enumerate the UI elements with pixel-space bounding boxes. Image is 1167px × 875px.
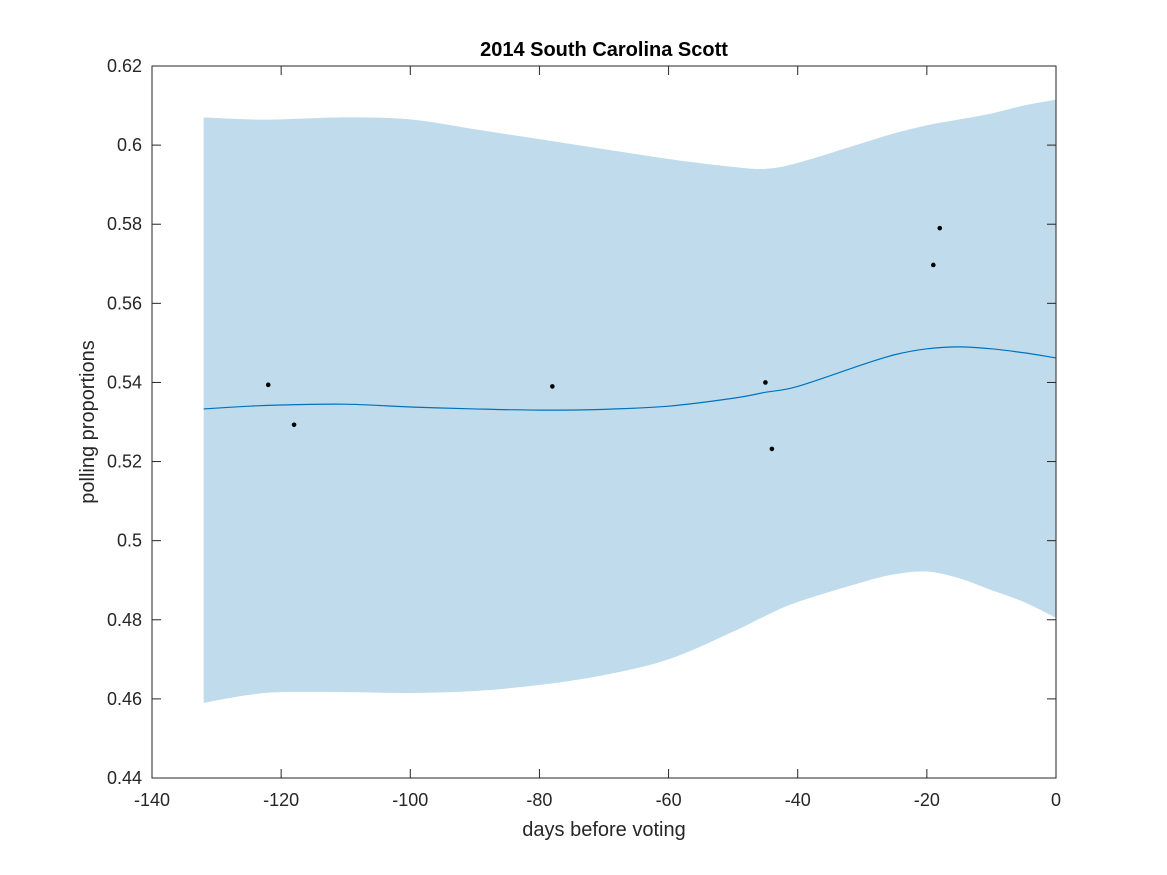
poll-point (265, 382, 271, 388)
confidence-band (203, 99, 1056, 703)
x-axis-label: days before voting (522, 819, 685, 841)
y-tick-label: 0.46 (107, 689, 142, 709)
axes-frame (151, 65, 1057, 779)
y-tick-label: 0.62 (107, 56, 142, 76)
axes-box (151, 65, 1057, 779)
poll-point (291, 422, 297, 428)
x-tick-label: -140 (134, 790, 170, 810)
poll-point (769, 446, 775, 452)
x-tick-label: -80 (526, 790, 552, 810)
y-tick-label: 0.6 (117, 135, 142, 155)
y-axis-ticks: 0.44 0.46 0.48 0.5 0.52 0.54 0.56 0.58 0.6 0.62 (107, 56, 1056, 788)
y-tick-label: 0.54 (107, 372, 142, 392)
y-axis-label: polling proportions (77, 340, 99, 503)
poll-point (937, 225, 943, 231)
y-tick-label: 0.56 (107, 293, 142, 313)
poll-points-layer (265, 225, 943, 452)
x-tick-label: -60 (656, 790, 682, 810)
chart-title: 2014 South Carolina Scott (480, 39, 728, 61)
x-tick-label: -120 (263, 790, 299, 810)
y-tick-label: 0.5 (117, 531, 142, 551)
confidence-band-layer (203, 99, 1056, 703)
poll-point (763, 380, 768, 385)
y-tick-label: 0.58 (107, 214, 142, 234)
x-axis-ticks: -140 -120 -100 -80 -60 -40 -20 0 (134, 66, 1061, 810)
poll-point (931, 262, 936, 268)
x-tick-label: 0 (1051, 790, 1061, 810)
x-tick-label: -100 (392, 790, 428, 810)
x-tick-label: -20 (914, 790, 940, 810)
poll-point (550, 384, 555, 389)
y-tick-label: 0.52 (107, 452, 142, 472)
y-tick-label: 0.44 (107, 768, 142, 788)
trend-line (203, 346, 1057, 411)
y-tick-label: 0.48 (107, 610, 142, 630)
x-tick-label: -40 (785, 790, 811, 810)
trend-line-layer (203, 346, 1057, 411)
